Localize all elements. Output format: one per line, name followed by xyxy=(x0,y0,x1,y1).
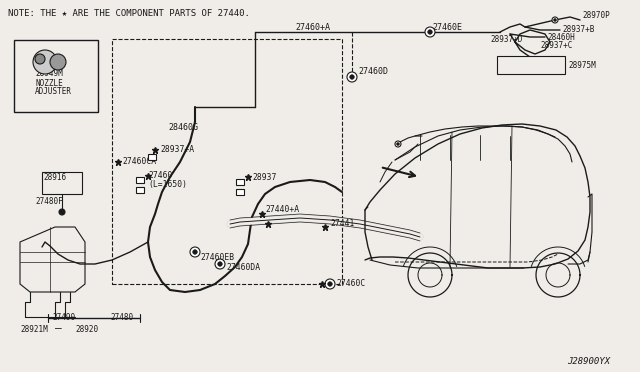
Circle shape xyxy=(193,250,197,254)
Text: NOZZLE: NOZZLE xyxy=(35,80,63,89)
Bar xyxy=(112,39,342,284)
Circle shape xyxy=(397,142,399,145)
Text: 28970P: 28970P xyxy=(582,12,610,20)
Circle shape xyxy=(554,19,556,21)
Circle shape xyxy=(35,54,45,64)
Circle shape xyxy=(33,50,57,74)
Circle shape xyxy=(395,141,401,147)
Text: 27460E: 27460E xyxy=(432,22,462,32)
Circle shape xyxy=(425,27,435,37)
Text: 28937+D: 28937+D xyxy=(490,35,522,45)
Bar xyxy=(136,177,144,183)
Text: 27460EB: 27460EB xyxy=(200,253,234,262)
Text: 27441: 27441 xyxy=(330,219,355,228)
Text: J28900YX: J28900YX xyxy=(567,357,610,366)
Bar xyxy=(497,56,565,74)
Text: 27440+A: 27440+A xyxy=(265,205,299,215)
Bar xyxy=(236,189,244,195)
Text: 28916: 28916 xyxy=(43,173,66,182)
Text: ―: ― xyxy=(55,323,61,333)
Circle shape xyxy=(218,262,222,266)
Circle shape xyxy=(552,17,558,23)
Text: 27480F: 27480F xyxy=(35,198,63,206)
Bar xyxy=(14,40,98,112)
Bar xyxy=(236,179,244,185)
Text: (L=1650): (L=1650) xyxy=(148,180,187,189)
Text: ADJUSTER: ADJUSTER xyxy=(35,87,72,96)
Text: 27460C: 27460C xyxy=(336,279,365,289)
Text: NOTE: THE ★ ARE THE COMPONENT PARTS OF 27440.: NOTE: THE ★ ARE THE COMPONENT PARTS OF 2… xyxy=(8,10,250,19)
Text: 27460D: 27460D xyxy=(358,67,388,77)
Text: 28975M: 28975M xyxy=(568,61,596,70)
Circle shape xyxy=(190,247,200,257)
Text: 27460DA: 27460DA xyxy=(226,263,260,273)
Circle shape xyxy=(428,30,432,34)
Text: 28460G: 28460G xyxy=(168,122,198,131)
Text: 28937: 28937 xyxy=(252,173,276,182)
Text: 28937+C: 28937+C xyxy=(540,42,572,51)
Circle shape xyxy=(215,259,225,269)
Circle shape xyxy=(59,209,65,215)
Text: 28921M: 28921M xyxy=(20,326,48,334)
Text: 28937+A: 28937+A xyxy=(160,145,194,154)
Bar xyxy=(148,154,156,160)
Text: 27490: 27490 xyxy=(52,314,75,323)
Text: 27460+A: 27460+A xyxy=(295,22,330,32)
Text: 28460H: 28460H xyxy=(547,32,575,42)
Text: 28937+B: 28937+B xyxy=(562,26,595,35)
Bar xyxy=(136,187,144,193)
Circle shape xyxy=(349,75,355,79)
Circle shape xyxy=(325,279,335,289)
Circle shape xyxy=(328,282,332,286)
Text: 27460CA: 27460CA xyxy=(122,157,156,167)
Text: 28949M: 28949M xyxy=(35,70,63,78)
Text: 27460: 27460 xyxy=(148,171,172,180)
Text: NOT FOR SALE: NOT FOR SALE xyxy=(503,61,559,70)
Text: 28920: 28920 xyxy=(75,326,98,334)
Circle shape xyxy=(50,54,66,70)
Text: 27480: 27480 xyxy=(110,314,133,323)
Circle shape xyxy=(347,72,357,82)
Bar xyxy=(42,172,82,194)
